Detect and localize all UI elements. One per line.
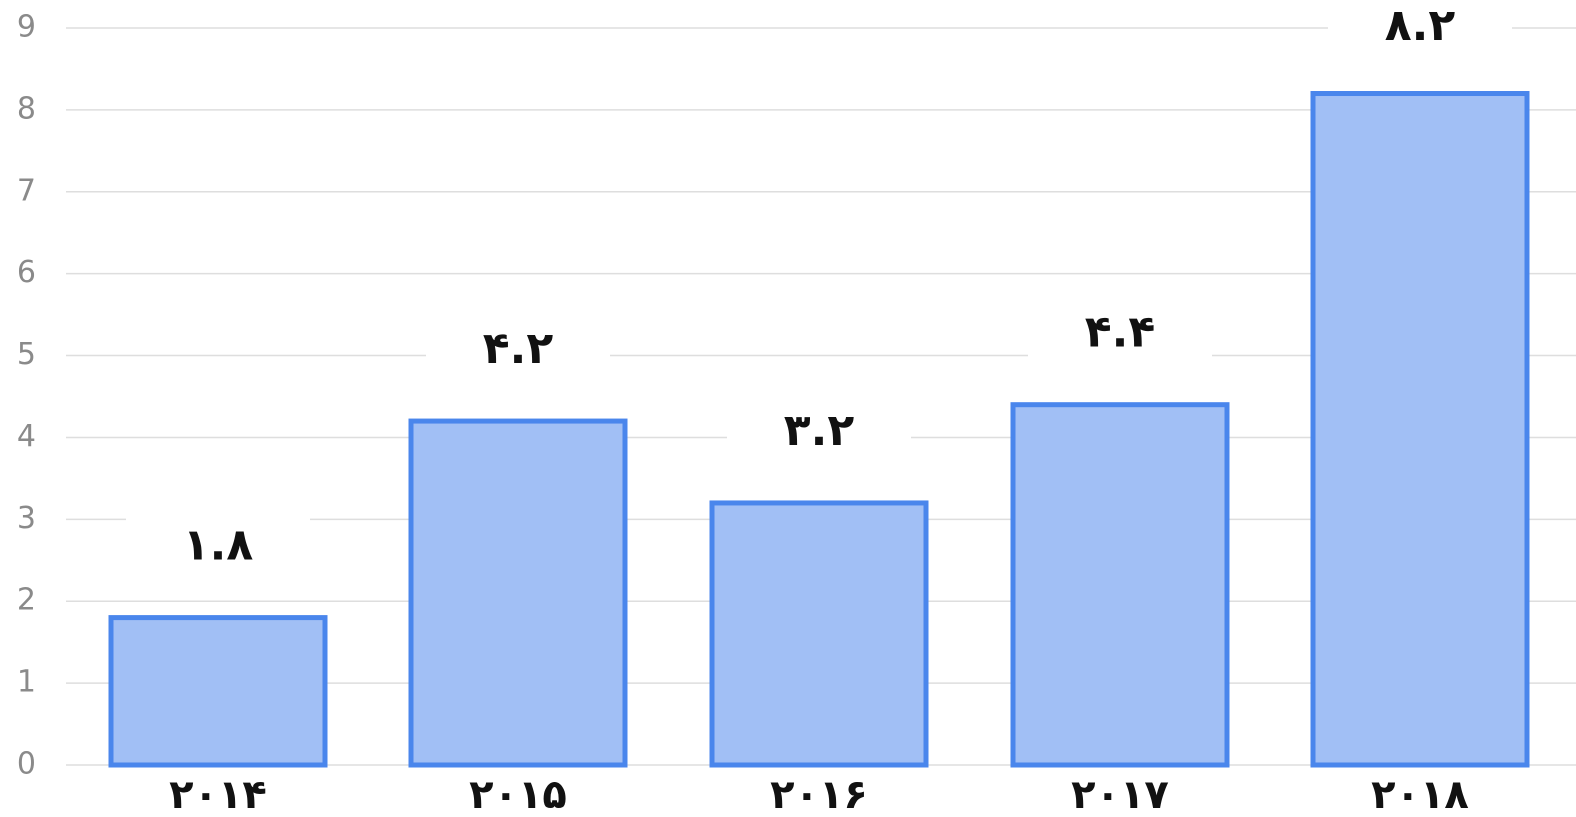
bar (1310, 91, 1530, 768)
y-tick-label: 1 (17, 665, 36, 700)
y-axis-ticks: 0 1 2 3 4 5 6 7 8 9 (17, 10, 36, 782)
data-label-background (727, 398, 911, 467)
x-category-label: ۲۰۱۵ (469, 772, 567, 817)
bar (108, 615, 328, 768)
y-tick-label: 3 (17, 501, 36, 536)
x-category-label: ۲۰۱۸ (1371, 772, 1469, 817)
x-category-label: ۲۰۱۴ (169, 772, 267, 817)
data-label: ۴.۲ (483, 323, 554, 374)
x-category-label: ۲۰۱۷ (1071, 772, 1169, 817)
data-label-background (1328, 0, 1512, 62)
data-label: ۸.۲ (1385, 0, 1456, 51)
data-label-background (426, 317, 610, 386)
y-tick-label: 4 (17, 419, 36, 454)
y-tick-label: 0 (17, 747, 36, 782)
y-tick-label: 8 (17, 91, 36, 126)
bar (709, 500, 929, 768)
data-labels: ۱.۸ ۴.۲ ۳.۲ ۴.۴ ۸.۲ (126, 0, 1512, 582)
data-label: ۴.۴ (1085, 307, 1155, 358)
bars (108, 91, 1530, 768)
bar (408, 418, 628, 768)
bar (1010, 402, 1230, 768)
y-tick-label: 9 (17, 10, 36, 45)
x-axis-categories: ۲۰۱۴ ۲۰۱۵ ۲۰۱۶ ۲۰۱۷ ۲۰۱۸ (169, 772, 1469, 817)
y-tick-label: 7 (17, 173, 36, 208)
data-label-background (126, 513, 310, 582)
data-label: ۳.۲ (784, 405, 855, 456)
y-tick-label: 5 (17, 337, 36, 372)
y-tick-label: 6 (17, 255, 36, 290)
data-label-background (1028, 300, 1212, 369)
x-category-label: ۲۰۱۶ (770, 772, 868, 817)
data-label: ۱.۸ (183, 520, 254, 571)
y-tick-label: 2 (17, 583, 36, 618)
